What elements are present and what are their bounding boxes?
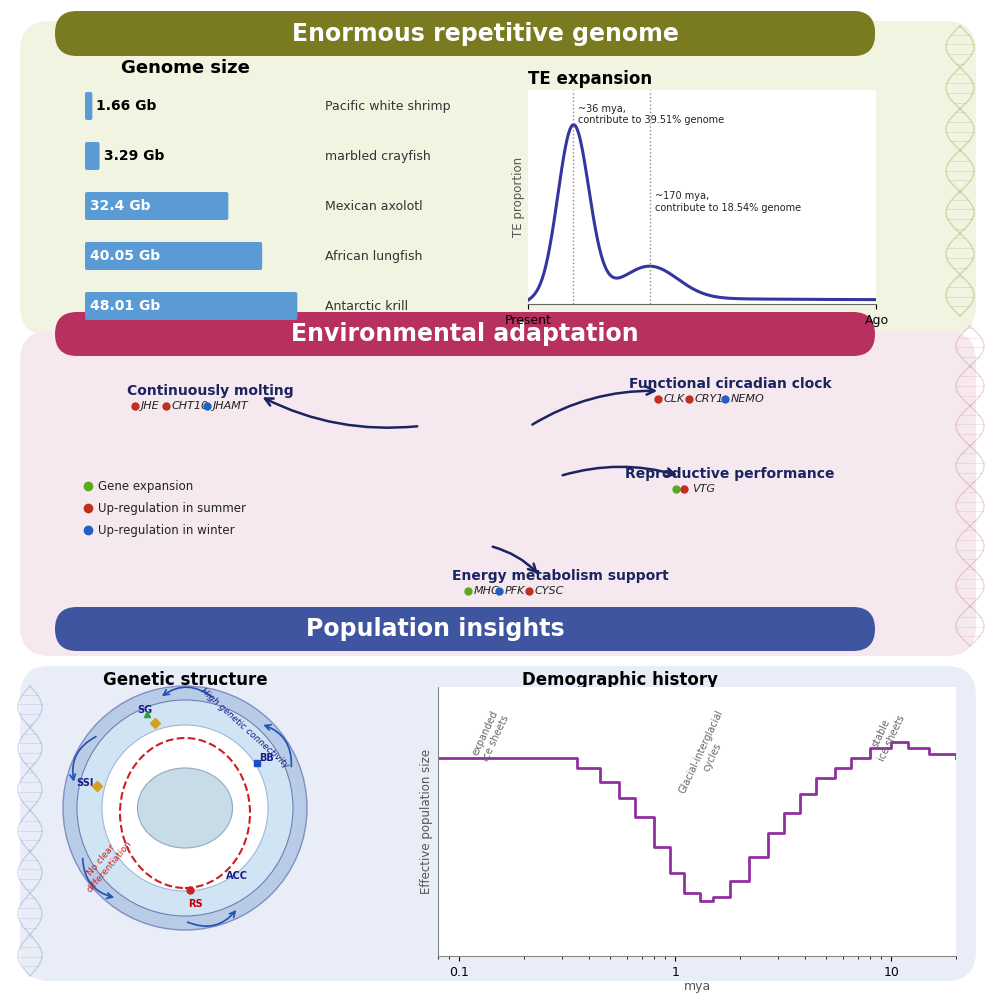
Text: Genetic structure: Genetic structure	[103, 671, 267, 689]
Text: BB: BB	[260, 753, 274, 763]
Text: ~170 mya,
contribute to 18.54% genome: ~170 mya, contribute to 18.54% genome	[655, 191, 801, 213]
Text: JHAMT: JHAMT	[213, 401, 249, 411]
Text: RS: RS	[187, 899, 202, 909]
Text: Population insights: Population insights	[306, 617, 565, 641]
FancyBboxPatch shape	[55, 607, 875, 651]
Text: Mexican axolotl: Mexican axolotl	[325, 199, 422, 212]
Text: Genome size: Genome size	[121, 59, 249, 77]
Text: 48.01 Gb: 48.01 Gb	[90, 299, 160, 313]
Text: African lungfish: African lungfish	[325, 250, 422, 263]
Text: TE expansion: TE expansion	[528, 70, 652, 88]
Text: ~36 mya,
contribute to 39.51% genome: ~36 mya, contribute to 39.51% genome	[579, 104, 724, 125]
Text: PFK: PFK	[505, 586, 525, 596]
Text: Continuously molting: Continuously molting	[126, 384, 293, 398]
Ellipse shape	[137, 768, 232, 848]
Text: Demographic history: Demographic history	[522, 671, 718, 689]
Text: VTG: VTG	[692, 484, 715, 494]
Text: Energy metabolism support: Energy metabolism support	[451, 569, 668, 583]
Text: 3.29 Gb: 3.29 Gb	[104, 149, 164, 163]
Text: CHT10: CHT10	[171, 401, 208, 411]
Text: High genetic connectivity: High genetic connectivity	[199, 686, 291, 770]
Text: Up-regulation in winter: Up-regulation in winter	[98, 524, 235, 537]
FancyBboxPatch shape	[85, 242, 262, 270]
Text: Glacial-interglacial
cycles: Glacial-interglacial cycles	[677, 708, 736, 800]
FancyBboxPatch shape	[85, 192, 228, 220]
Text: 40.05 Gb: 40.05 Gb	[90, 249, 160, 263]
Text: stable
ice sheets: stable ice sheets	[867, 708, 906, 763]
Y-axis label: TE proportion: TE proportion	[512, 156, 525, 237]
Text: Functional circadian clock: Functional circadian clock	[628, 377, 832, 391]
Text: Environmental adaptation: Environmental adaptation	[291, 322, 638, 346]
FancyBboxPatch shape	[405, 11, 875, 56]
Circle shape	[77, 700, 293, 916]
FancyBboxPatch shape	[55, 312, 875, 356]
Text: Enormous repetitive genome: Enormous repetitive genome	[292, 22, 678, 46]
Text: ACC: ACC	[226, 871, 248, 881]
Circle shape	[63, 686, 307, 930]
Text: 32.4 Gb: 32.4 Gb	[90, 199, 150, 213]
X-axis label: mya: mya	[683, 980, 711, 993]
Text: NEMO: NEMO	[730, 394, 764, 404]
Text: CLK: CLK	[664, 394, 685, 404]
Text: JHE: JHE	[141, 401, 159, 411]
Text: 1.66 Gb: 1.66 Gb	[97, 99, 156, 113]
FancyBboxPatch shape	[85, 92, 93, 120]
Text: Antarctic krill: Antarctic krill	[325, 300, 408, 313]
FancyBboxPatch shape	[85, 142, 100, 170]
FancyBboxPatch shape	[20, 666, 976, 981]
Text: marbled crayfish: marbled crayfish	[325, 149, 430, 162]
Text: Up-regulation in summer: Up-regulation in summer	[98, 502, 246, 515]
FancyBboxPatch shape	[20, 21, 976, 336]
Text: expanded
ice sheets: expanded ice sheets	[470, 708, 511, 763]
Text: Reproductive performance: Reproductive performance	[625, 467, 835, 481]
FancyBboxPatch shape	[85, 292, 298, 320]
Text: Gene expansion: Gene expansion	[98, 479, 193, 492]
Text: SG: SG	[137, 705, 152, 715]
FancyBboxPatch shape	[55, 11, 875, 56]
FancyBboxPatch shape	[20, 331, 976, 656]
Text: No clear
differentiation: No clear differentiation	[77, 832, 133, 894]
Text: Pacific white shrimp: Pacific white shrimp	[325, 100, 450, 113]
Text: SSI: SSI	[77, 778, 94, 788]
Circle shape	[102, 725, 268, 891]
Text: MHC: MHC	[474, 586, 500, 596]
Text: CYSC: CYSC	[535, 586, 565, 596]
Y-axis label: Effective population size: Effective population size	[419, 749, 432, 894]
Text: CRY1: CRY1	[694, 394, 724, 404]
